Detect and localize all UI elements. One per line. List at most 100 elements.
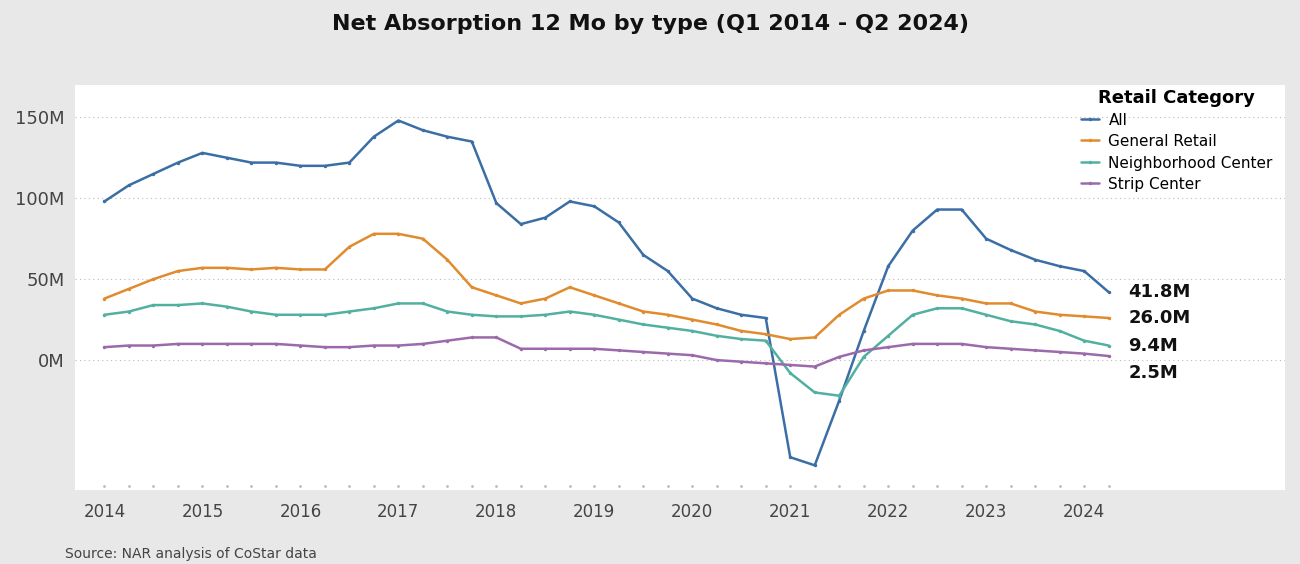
All	[586, 203, 602, 210]
Neighborhood Center	[243, 308, 259, 315]
Strip Center	[121, 342, 136, 349]
All	[708, 305, 724, 312]
Text: 26.0M: 26.0M	[1128, 309, 1191, 327]
Strip Center	[807, 363, 823, 370]
Neighborhood Center	[660, 324, 676, 331]
General Retail	[880, 287, 896, 294]
General Retail	[195, 265, 211, 271]
Strip Center	[954, 341, 970, 347]
Strip Center	[537, 345, 552, 352]
All	[1052, 263, 1067, 270]
Neighborhood Center	[1027, 321, 1043, 328]
Neighborhood Center	[367, 305, 382, 312]
Neighborhood Center	[390, 300, 406, 307]
Strip Center	[586, 345, 602, 352]
General Retail	[220, 265, 235, 271]
Strip Center	[489, 334, 504, 341]
General Retail	[342, 244, 358, 250]
All	[268, 159, 283, 166]
Strip Center	[367, 342, 382, 349]
All	[514, 221, 529, 227]
Text: Net Absorption 12 Mo by type (Q1 2014 - Q2 2024): Net Absorption 12 Mo by type (Q1 2014 - …	[332, 14, 968, 34]
All	[905, 227, 920, 234]
All	[121, 182, 136, 188]
General Retail	[807, 334, 823, 341]
Neighborhood Center	[489, 313, 504, 320]
Strip Center	[342, 344, 358, 351]
General Retail	[121, 285, 136, 292]
Neighborhood Center	[317, 311, 333, 318]
Legend: All, General Retail, Neighborhood Center, Strip Center: All, General Retail, Neighborhood Center…	[1076, 85, 1278, 196]
General Retail	[905, 287, 920, 294]
All	[96, 198, 112, 205]
General Retail	[611, 300, 627, 307]
Strip Center	[930, 341, 945, 347]
General Retail	[1052, 311, 1067, 318]
All	[243, 159, 259, 166]
General Retail	[96, 295, 112, 302]
Line: All: All	[103, 119, 1110, 467]
General Retail	[243, 266, 259, 273]
All	[855, 328, 871, 334]
All	[317, 162, 333, 169]
All	[880, 263, 896, 270]
General Retail	[415, 235, 430, 242]
All	[930, 206, 945, 213]
Text: 9.4M: 9.4M	[1128, 337, 1178, 355]
Text: Source: NAR analysis of CoStar data: Source: NAR analysis of CoStar data	[65, 547, 317, 561]
Strip Center	[514, 345, 529, 352]
Text: 41.8M: 41.8M	[1128, 283, 1191, 301]
All	[367, 133, 382, 140]
General Retail	[733, 328, 749, 334]
Strip Center	[758, 360, 774, 367]
All	[758, 315, 774, 321]
Strip Center	[1002, 345, 1018, 352]
General Retail	[367, 231, 382, 237]
General Retail	[636, 308, 651, 315]
Neighborhood Center	[954, 305, 970, 312]
General Retail	[170, 268, 186, 275]
Strip Center	[170, 341, 186, 347]
Neighborhood Center	[586, 311, 602, 318]
Strip Center	[733, 358, 749, 365]
General Retail	[390, 231, 406, 237]
Neighborhood Center	[1101, 342, 1117, 349]
Neighborhood Center	[930, 305, 945, 312]
Strip Center	[439, 337, 455, 344]
Strip Center	[268, 341, 283, 347]
All	[489, 200, 504, 206]
Strip Center	[1076, 350, 1092, 357]
All	[220, 155, 235, 161]
All	[611, 219, 627, 226]
All	[807, 462, 823, 469]
General Retail	[1027, 308, 1043, 315]
Neighborhood Center	[832, 393, 848, 399]
Line: General Retail: General Retail	[103, 232, 1110, 341]
Neighborhood Center	[855, 354, 871, 360]
All	[146, 170, 161, 177]
All	[660, 268, 676, 275]
All	[1027, 257, 1043, 263]
Strip Center	[146, 342, 161, 349]
Strip Center	[832, 354, 848, 360]
All	[685, 295, 701, 302]
All	[733, 311, 749, 318]
Strip Center	[905, 341, 920, 347]
General Retail	[464, 284, 480, 290]
General Retail	[660, 311, 676, 318]
All	[292, 162, 308, 169]
All	[979, 235, 994, 242]
Strip Center	[292, 342, 308, 349]
Strip Center	[783, 362, 798, 368]
General Retail	[954, 295, 970, 302]
Neighborhood Center	[1076, 337, 1092, 344]
Neighborhood Center	[1052, 328, 1067, 334]
Line: Neighborhood Center: Neighborhood Center	[103, 302, 1110, 398]
Strip Center	[1052, 349, 1067, 355]
Strip Center	[660, 350, 676, 357]
Neighborhood Center	[195, 300, 211, 307]
All	[170, 159, 186, 166]
Neighborhood Center	[905, 311, 920, 318]
Neighborhood Center	[880, 332, 896, 339]
General Retail	[1076, 313, 1092, 320]
